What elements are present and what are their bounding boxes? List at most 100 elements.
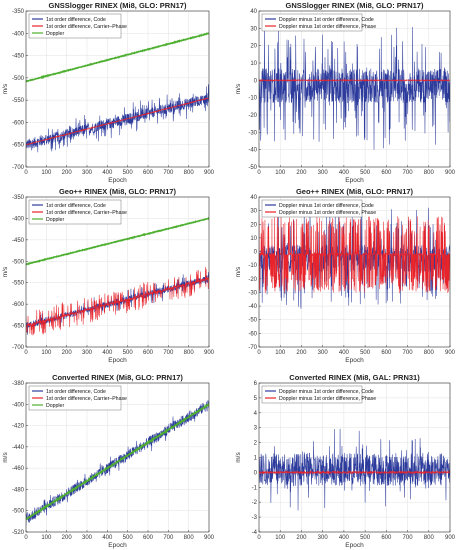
x-axis-label: Epoch <box>108 177 127 184</box>
y-axis-label: m/s <box>2 266 9 277</box>
y-tick-label: 10 <box>250 236 257 242</box>
plot-frame <box>25 10 210 168</box>
y-tick-label: 3 <box>254 426 258 432</box>
y-tick-label: -460 <box>12 466 25 472</box>
y-tick-label: 30 <box>250 209 257 215</box>
x-tick-label: 900 <box>204 350 215 356</box>
x-tick-label: 200 <box>296 170 307 176</box>
x-tick-label: 0 <box>24 535 28 541</box>
series-line-3 <box>26 216 209 266</box>
x-tick-label: 700 <box>403 535 414 541</box>
y-tick-label: -400 <box>12 402 25 408</box>
x-tick-label: 200 <box>296 535 307 541</box>
y-tick-label: -400 <box>12 216 25 222</box>
y-tick-label: -50 <box>248 165 257 171</box>
y-tick-label: -2 <box>252 500 258 506</box>
x-tick-label: 800 <box>184 170 195 176</box>
x-tick-label: 300 <box>82 350 93 356</box>
x-tick-label: 400 <box>102 535 113 541</box>
y-tick-label: -520 <box>12 530 25 536</box>
legend-entry: Doppler <box>46 217 64 223</box>
legend-entry: Doppler minus 1st order difference, Code <box>279 17 374 23</box>
y-tick-label: -600 <box>12 302 25 308</box>
chart-panel-2: 0 100 200 300 400 500 600 700 800 900-50-40-30-20… <box>235 1 456 184</box>
x-tick-label: 600 <box>381 350 392 356</box>
series-line-3 <box>26 32 209 83</box>
series-line-2 <box>259 215 450 294</box>
legend-entry: 1st order difference, Code <box>46 389 106 395</box>
y-tick-label: -500 <box>12 259 25 265</box>
legend-entry: Doppler minus 1st order difference, Code <box>279 203 374 209</box>
y-axis-label: m/s <box>2 83 9 94</box>
legend-entry: 1st order difference, Carrier–Phase <box>46 210 127 216</box>
chart-title: Geo++ RINEX (Mi8, GLO: PRN17) <box>296 187 414 196</box>
x-tick-label: 700 <box>163 170 174 176</box>
x-tick-label: 800 <box>184 350 195 356</box>
y-tick-label: -40 <box>248 304 257 310</box>
x-tick-label: 900 <box>445 535 456 541</box>
y-axis-label: m/s <box>235 452 242 463</box>
y-tick-label: 5 <box>254 396 258 402</box>
plot-frame <box>258 10 451 168</box>
y-tick-label: 40 <box>250 9 257 15</box>
series-line-1 <box>259 428 450 511</box>
x-tick-label: 700 <box>403 170 414 176</box>
chart-panel-5: 0 100 200 300 400 500 600 700 800 900 -520 -500 -480… <box>2 373 215 549</box>
x-tick-label: 500 <box>123 170 134 176</box>
y-tick-label: -600 <box>12 120 25 126</box>
x-tick-label: 400 <box>102 170 113 176</box>
y-tick-label: -30 <box>248 290 257 296</box>
x-tick-label: 700 <box>163 350 174 356</box>
x-tick-label: 500 <box>360 170 371 176</box>
y-tick-label: -350 <box>12 195 25 201</box>
x-tick-label: 400 <box>339 535 350 541</box>
x-tick-label: 200 <box>296 350 307 356</box>
legend-entry: Doppler <box>46 403 64 409</box>
chart-panel-4: 0 100 200 300 400 500 600 700 800 900-70-60-50-40… <box>235 187 456 364</box>
y-axis-label: m/s <box>235 83 242 94</box>
x-tick-label: 200 <box>62 535 73 541</box>
y-tick-label: -480 <box>12 487 25 493</box>
y-tick-label: 40 <box>250 195 257 201</box>
series-line-1 <box>26 84 209 153</box>
x-tick-label: 0 <box>24 170 28 176</box>
x-tick-label: 100 <box>275 535 286 541</box>
legend: Doppler minus 1st order difference, Code… <box>261 199 376 218</box>
legend-entry: Doppler minus 1st order difference, Phas… <box>279 24 376 30</box>
y-tick-label: -380 <box>12 381 25 387</box>
chart-title: Converted RINEX (Mi8, GLO: PRN17) <box>52 373 183 382</box>
legend: Doppler minus 1st order difference, Code… <box>261 13 376 32</box>
y-tick-label: 2 <box>254 441 258 447</box>
y-tick-label: -10 <box>248 96 257 102</box>
chart-title: GNSSlogger RINEX (Mi8, GLO: PRN17) <box>49 1 187 10</box>
x-tick-label: 300 <box>318 170 329 176</box>
series-line-2 <box>259 78 450 82</box>
legend-box <box>261 385 363 404</box>
y-tick-label: 0 <box>254 78 258 84</box>
x-tick-label: 0 <box>257 535 261 541</box>
x-tick-label: 0 <box>257 170 261 176</box>
y-tick-label: -70 <box>248 345 257 351</box>
y-tick-label: -650 <box>12 143 25 149</box>
x-axis-label: Epoch <box>345 177 364 184</box>
legend-box <box>28 13 122 39</box>
legend-box <box>28 385 122 411</box>
series-line-2 <box>259 470 450 475</box>
x-tick-label: 800 <box>184 535 195 541</box>
x-tick-label: 700 <box>163 535 174 541</box>
x-tick-label: 600 <box>143 535 154 541</box>
y-tick-label: -400 <box>12 31 25 37</box>
legend-box <box>28 199 122 225</box>
chart-panel-6: 0 100 200 300 400 500 600 700 800 900 -4 -3 -2 -1 0 1 2 3… <box>235 373 456 549</box>
x-tick-label: 400 <box>339 350 350 356</box>
legend: Doppler minus 1st order difference, Code… <box>261 385 376 404</box>
x-tick-label: 600 <box>381 170 392 176</box>
x-tick-label: 300 <box>318 350 329 356</box>
x-tick-label: 800 <box>424 170 435 176</box>
y-tick-label: -550 <box>12 98 25 104</box>
x-tick-label: 900 <box>204 170 215 176</box>
